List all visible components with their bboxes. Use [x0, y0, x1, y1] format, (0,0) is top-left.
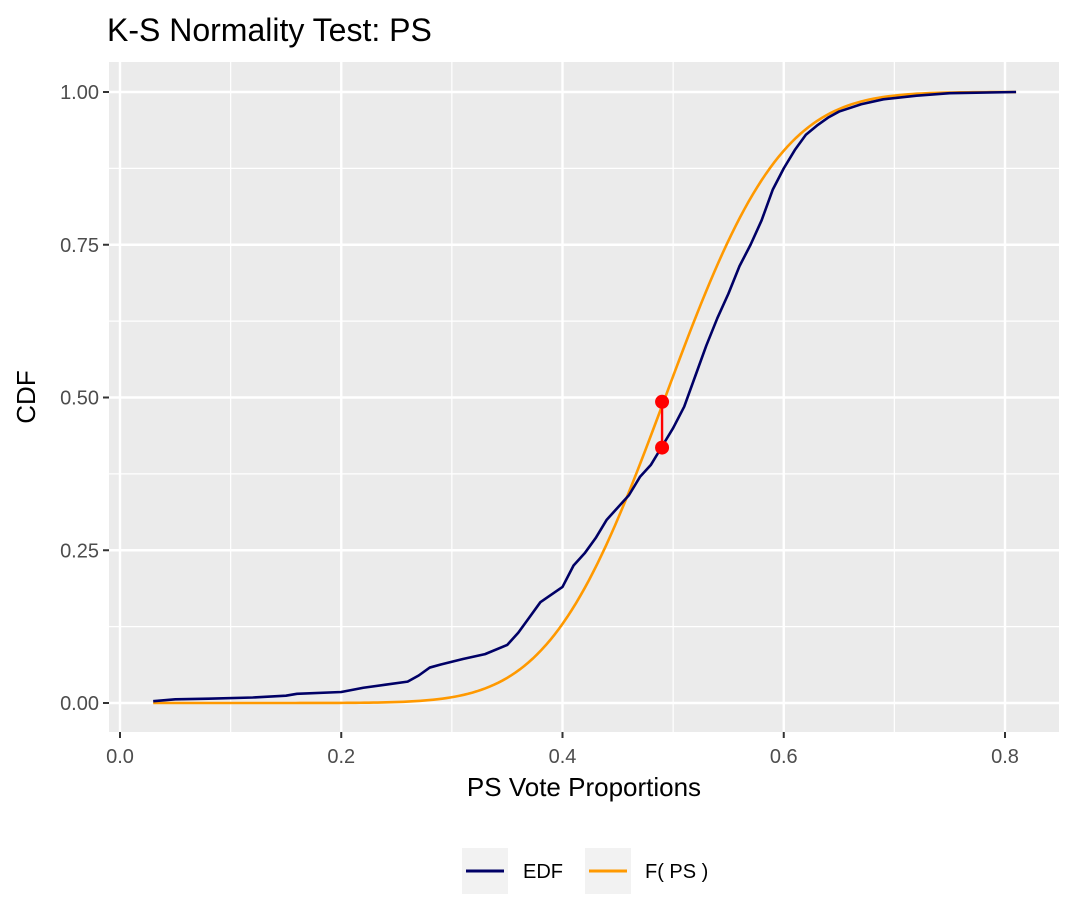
y-tick-label: 1.00 [60, 82, 99, 104]
x-axis-title: PS Vote Proportions [467, 772, 701, 802]
ks-statistic-layer [655, 394, 670, 455]
x-tick-label: 0.4 [549, 746, 577, 768]
legend-label: F( PS ) [645, 861, 708, 883]
ks-point-edf [655, 440, 670, 455]
x-tick-label: 0.2 [327, 746, 355, 768]
fitted-normal-cdf-line [153, 90, 1017, 705]
y-axis-title: CDF [11, 370, 41, 423]
x-axis-ticks: 0.0 0.2 0.4 0.6 0.8 [106, 732, 1019, 768]
x-tick-label: 0.0 [106, 746, 134, 768]
ks-point-cdf [655, 394, 670, 409]
x-tick-label: 0.6 [770, 746, 798, 768]
edf-line [153, 90, 1017, 703]
y-axis-ticks: 0.00 0.25 0.50 0.75 1.00 [60, 82, 109, 715]
x-tick-label: 0.8 [991, 746, 1019, 768]
y-tick-label: 0.00 [60, 693, 99, 715]
series-layer [153, 90, 1017, 705]
chart-title: K-S Normality Test: PS [107, 12, 432, 48]
major-gridlines [109, 62, 1059, 732]
y-tick-label: 0.75 [60, 235, 99, 257]
y-tick-label: 0.50 [60, 388, 99, 410]
legend: EDF F( PS ) [462, 848, 708, 894]
y-tick-label: 0.25 [60, 540, 99, 562]
legend-label: EDF [523, 861, 563, 883]
